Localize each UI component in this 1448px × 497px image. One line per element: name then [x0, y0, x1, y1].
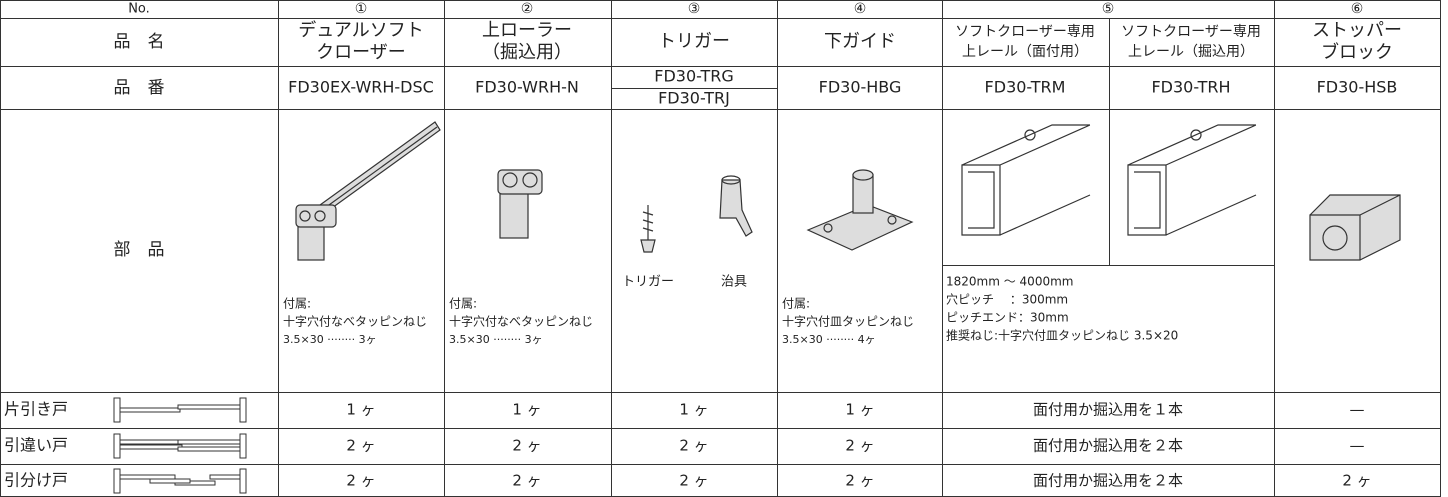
door-panel	[113, 433, 121, 459]
part-name: （掘込用）	[482, 42, 572, 63]
note: 付属:	[449, 297, 477, 311]
cell-value: 1 ヶ	[845, 401, 874, 419]
note: 3.5×30 ········ 3ヶ	[449, 333, 543, 346]
part-name: デュアルソフト	[298, 20, 423, 41]
header-label: No.	[128, 2, 150, 17]
note: 3.5×30 ········ 3ヶ	[283, 333, 377, 346]
caption: 治具	[721, 275, 747, 290]
part-number: FD30-TRJ	[658, 89, 730, 108]
column-number: ④	[854, 1, 867, 17]
cell-value: 面付用か掘込用を２本	[1033, 472, 1183, 490]
note: 3.5×30 ········ 4ヶ	[782, 333, 876, 346]
part-number: FD30-TRG	[654, 67, 733, 86]
door-panel	[119, 474, 176, 480]
door-panel	[177, 439, 241, 445]
cell-value: 2 ヶ	[346, 472, 375, 490]
column-number: ⑥	[1351, 1, 1364, 17]
cell-value: 2 ヶ	[845, 472, 874, 490]
row-label: 引違い戸	[4, 436, 68, 455]
cell-value: 1 ヶ	[512, 401, 541, 419]
part-name: ソフトクローザー専用	[1121, 24, 1261, 40]
door-icons	[113, 397, 247, 494]
part-illustrations	[295, 121, 1401, 261]
column-number: ②	[521, 1, 534, 17]
door-panel	[113, 468, 121, 494]
caption: トリガー	[622, 275, 674, 290]
door-panel	[113, 397, 121, 423]
part-number: FD30-TRM	[985, 78, 1066, 97]
part-number: FD30-HSB	[1317, 78, 1398, 97]
door-panel	[149, 478, 191, 484]
cell-value: 2 ヶ	[346, 437, 375, 455]
cell-value: 1 ヶ	[346, 401, 375, 419]
door-panel	[177, 404, 241, 410]
part-number: FD30-HBG	[819, 78, 902, 97]
part-name: ブロック	[1321, 41, 1393, 63]
cell-value: 面付用か掘込用を２本	[1033, 437, 1183, 455]
row-label: 品 名	[114, 32, 165, 52]
note: ピッチエンド：30mm	[946, 311, 1069, 325]
cell-value: 面付用か掘込用を１本	[1033, 401, 1183, 419]
part-name: 上レール（掘込用）	[1128, 44, 1254, 60]
cell-value: 2 ヶ	[1342, 472, 1371, 490]
note: 1820mm ～ 4000mm	[946, 275, 1073, 289]
door-panel	[239, 468, 247, 494]
part-name: 下ガイド	[824, 31, 896, 52]
row-label: 品 番	[114, 78, 165, 98]
door-panel	[119, 407, 181, 413]
note: 十字穴付なべタッピンねじ	[449, 314, 593, 329]
part-number: FD30EX-WRH-DSC	[288, 78, 434, 97]
part-number: FD30-TRH	[1151, 78, 1230, 97]
note: 十字穴付なべタッピンねじ	[283, 314, 427, 329]
cell-value: 1 ヶ	[679, 401, 708, 419]
note: 穴ピッチ ：300mm	[946, 292, 1068, 307]
door-panel	[239, 433, 247, 459]
door-panel	[177, 446, 241, 452]
cell-value: —	[1350, 401, 1365, 419]
column-number: ⑤	[1102, 1, 1115, 17]
column-number: ③	[688, 1, 701, 17]
cell-value: 2 ヶ	[679, 437, 708, 455]
column-number: ①	[355, 1, 368, 17]
row-label: 部 品	[114, 240, 165, 260]
door-panel	[239, 397, 247, 423]
part-name: クローザー	[316, 42, 406, 63]
part-number: FD30-WRH-N	[475, 78, 579, 97]
door-panel	[209, 474, 241, 480]
part-name: トリガー	[658, 31, 730, 52]
note: 十字穴付皿タッピンねじ	[782, 314, 914, 329]
cell-value: 2 ヶ	[512, 472, 541, 490]
note: 付属:	[782, 297, 810, 311]
cell-value: 2 ヶ	[512, 437, 541, 455]
row-label: 引分け戸	[4, 471, 68, 490]
note: 付属:	[283, 297, 311, 311]
door-panel	[119, 444, 183, 450]
part-name: ソフトクローザー専用	[955, 24, 1095, 40]
cell-value: 2 ヶ	[679, 472, 708, 490]
part-name: 上ローラー	[482, 20, 572, 41]
door-panel	[119, 439, 181, 445]
cell-value: 2 ヶ	[845, 437, 874, 455]
cell-value: —	[1350, 437, 1365, 455]
part-name: 上レール（面付用）	[962, 44, 1088, 60]
row-label: 片引き戸	[4, 400, 68, 419]
part-name: ストッパー	[1312, 20, 1402, 41]
note: 推奨ねじ:十字穴付皿タッピンねじ 3.5×20	[946, 328, 1178, 343]
